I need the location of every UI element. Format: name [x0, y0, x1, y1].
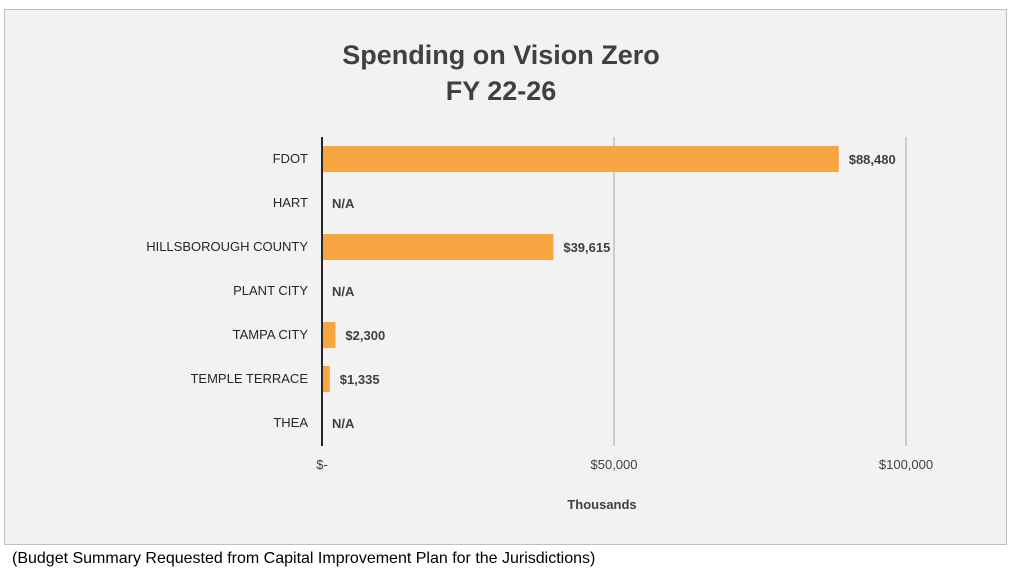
- category-label: TAMPA CITY: [233, 327, 309, 342]
- category-label: PLANT CITY: [233, 283, 308, 298]
- category-label: FDOT: [273, 151, 308, 166]
- caption: (Budget Summary Requested from Capital I…: [12, 550, 596, 567]
- bar-chart: Spending on Vision Zero FY 22-26 FDOT HART…: [146, 40, 933, 512]
- data-label: N/A: [332, 284, 355, 299]
- chart-title-line: Spending on Vision Zero: [342, 40, 660, 70]
- chart-area: Spending on Vision Zero FY 22-26 FDOT HART…: [4, 9, 1007, 545]
- bar: [322, 366, 330, 392]
- gridlines: [613, 137, 907, 446]
- data-label: $2,300: [345, 328, 385, 343]
- bar: [322, 322, 336, 348]
- x-tick-labels: $- $50,000 $100,000: [316, 457, 933, 472]
- bar: [322, 234, 554, 260]
- category-labels: FDOT HART HILLSBOROUGH COUNTY PLANT CITY TAM…: [146, 151, 308, 430]
- category-label: HART: [273, 195, 308, 210]
- x-tick-label: $50,000: [591, 457, 638, 472]
- x-axis-title: Thousands: [567, 497, 636, 512]
- bars: [322, 146, 839, 392]
- bar: [322, 146, 839, 172]
- data-label: $1,335: [340, 372, 380, 387]
- category-label: THEA: [273, 415, 308, 430]
- data-label: N/A: [332, 196, 355, 211]
- category-label: HILLSBOROUGH COUNTY: [146, 239, 308, 254]
- chart-title-line: FY 22-26: [446, 76, 557, 106]
- x-tick-label: $100,000: [879, 457, 933, 472]
- data-label: $39,615: [563, 240, 610, 255]
- chart-title: Spending on Vision Zero FY 22-26: [342, 40, 660, 106]
- x-tick-label: $-: [316, 457, 328, 472]
- category-label: TEMPLE TERRACE: [190, 371, 308, 386]
- data-label: N/A: [332, 416, 355, 431]
- data-labels: $88,480 N/A $39,615 N/A $2,300 $1,335 N/A: [332, 152, 896, 431]
- data-label: $88,480: [849, 152, 896, 167]
